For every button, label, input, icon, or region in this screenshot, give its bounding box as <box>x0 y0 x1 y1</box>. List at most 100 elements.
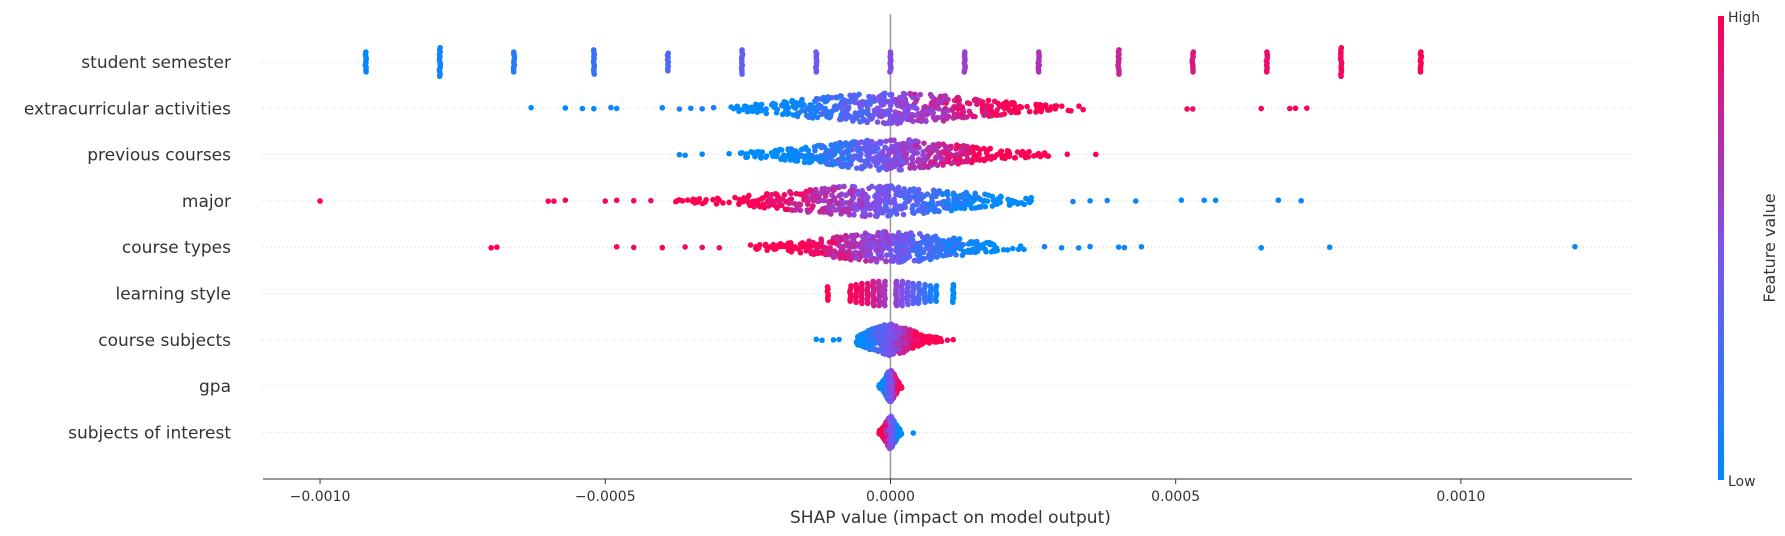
shap-point <box>910 118 916 125</box>
shap-point <box>856 91 862 98</box>
shap-point <box>1035 150 1042 157</box>
shap-point <box>1258 244 1265 251</box>
shap-point <box>788 146 795 152</box>
shap-point <box>889 184 896 191</box>
shap-point <box>861 337 868 344</box>
shap-point <box>977 147 983 153</box>
shap-point <box>1027 199 1033 206</box>
shap-point <box>682 244 688 250</box>
shap-point <box>882 202 889 208</box>
colorbar-high-label: High <box>1728 10 1760 26</box>
shap-point <box>510 69 517 75</box>
shap-point <box>829 148 836 155</box>
shap-point <box>1304 105 1310 111</box>
shap-point <box>854 206 860 212</box>
shap-point <box>1263 69 1270 75</box>
shap-point <box>825 297 831 303</box>
shap-point <box>840 156 847 163</box>
shap-point <box>980 241 987 248</box>
shap-point <box>919 114 925 120</box>
shap-point <box>676 151 683 158</box>
shap-point <box>317 198 323 204</box>
shap-point <box>842 192 849 198</box>
feature-label: subjects of interest <box>68 423 231 443</box>
shap-point <box>797 207 804 214</box>
shap-point <box>699 244 706 251</box>
shap-point <box>905 336 912 343</box>
shap-point <box>778 202 785 209</box>
shap-point <box>1017 103 1023 110</box>
shap-point <box>908 104 915 110</box>
shap-point <box>905 301 911 308</box>
shap-point <box>909 146 916 153</box>
shap-point <box>949 106 956 113</box>
shap-point <box>957 156 963 163</box>
shap-point <box>797 249 804 256</box>
shap-point <box>997 102 1004 109</box>
shap-point <box>850 139 857 145</box>
shap-point <box>801 155 808 161</box>
shap-point <box>608 104 614 111</box>
shap-point <box>891 137 897 143</box>
shap-point <box>911 245 918 252</box>
shap-point <box>900 349 907 356</box>
shap-point <box>936 208 942 215</box>
shap-point <box>781 191 788 198</box>
shap-point <box>602 198 609 204</box>
shap-point <box>1087 243 1093 250</box>
shap-point <box>971 197 978 203</box>
shap-point <box>880 155 887 162</box>
shap-point <box>804 201 811 207</box>
shap-point <box>736 196 743 203</box>
shap-point <box>726 150 732 157</box>
shap-point <box>762 242 769 249</box>
shap-point <box>801 159 808 166</box>
shap-point <box>989 241 995 247</box>
shap-point <box>736 201 742 207</box>
shap-point <box>936 237 942 244</box>
shap-point <box>792 105 799 111</box>
shap-point <box>841 161 847 168</box>
shap-point <box>895 238 901 244</box>
shap-point <box>952 156 958 162</box>
shap-point <box>834 200 841 207</box>
shap-point <box>966 193 972 200</box>
shap-point <box>859 213 866 219</box>
shap-point <box>896 166 903 173</box>
shap-point <box>1286 105 1293 112</box>
shap-point <box>758 195 765 202</box>
shap-point <box>819 111 825 118</box>
shap-point <box>854 141 861 148</box>
shap-point <box>845 250 852 257</box>
shap-point <box>895 346 902 352</box>
shap-point <box>885 239 892 246</box>
shap-point <box>1011 100 1017 107</box>
shap-point <box>591 105 597 112</box>
x-tick-label: −0.0010 <box>290 489 351 505</box>
shap-point <box>824 156 830 163</box>
shap-point <box>964 100 971 106</box>
shap-point <box>954 112 961 119</box>
shap-point <box>991 246 997 253</box>
shap-point <box>970 155 977 161</box>
shap-point <box>966 201 972 208</box>
shap-point <box>979 101 986 107</box>
x-ticks: −0.0010 −0.0005 0.0000 0.0005 0.0010 <box>290 479 1485 505</box>
shap-point <box>786 152 792 158</box>
shap-point <box>938 149 945 156</box>
shap-point <box>964 143 971 150</box>
shap-point <box>879 433 886 439</box>
shap-point <box>1022 154 1029 161</box>
shap-point <box>883 193 889 199</box>
shap-point <box>824 113 830 120</box>
shap-point <box>787 189 793 195</box>
shap-point <box>890 96 896 102</box>
shap-point <box>961 205 968 212</box>
shap-point <box>876 332 882 338</box>
shap-point <box>948 207 955 214</box>
shap-point <box>908 164 915 170</box>
shap-point <box>880 101 887 108</box>
shap-point <box>819 154 826 161</box>
shap-point <box>870 98 877 104</box>
shap-point <box>992 110 999 117</box>
